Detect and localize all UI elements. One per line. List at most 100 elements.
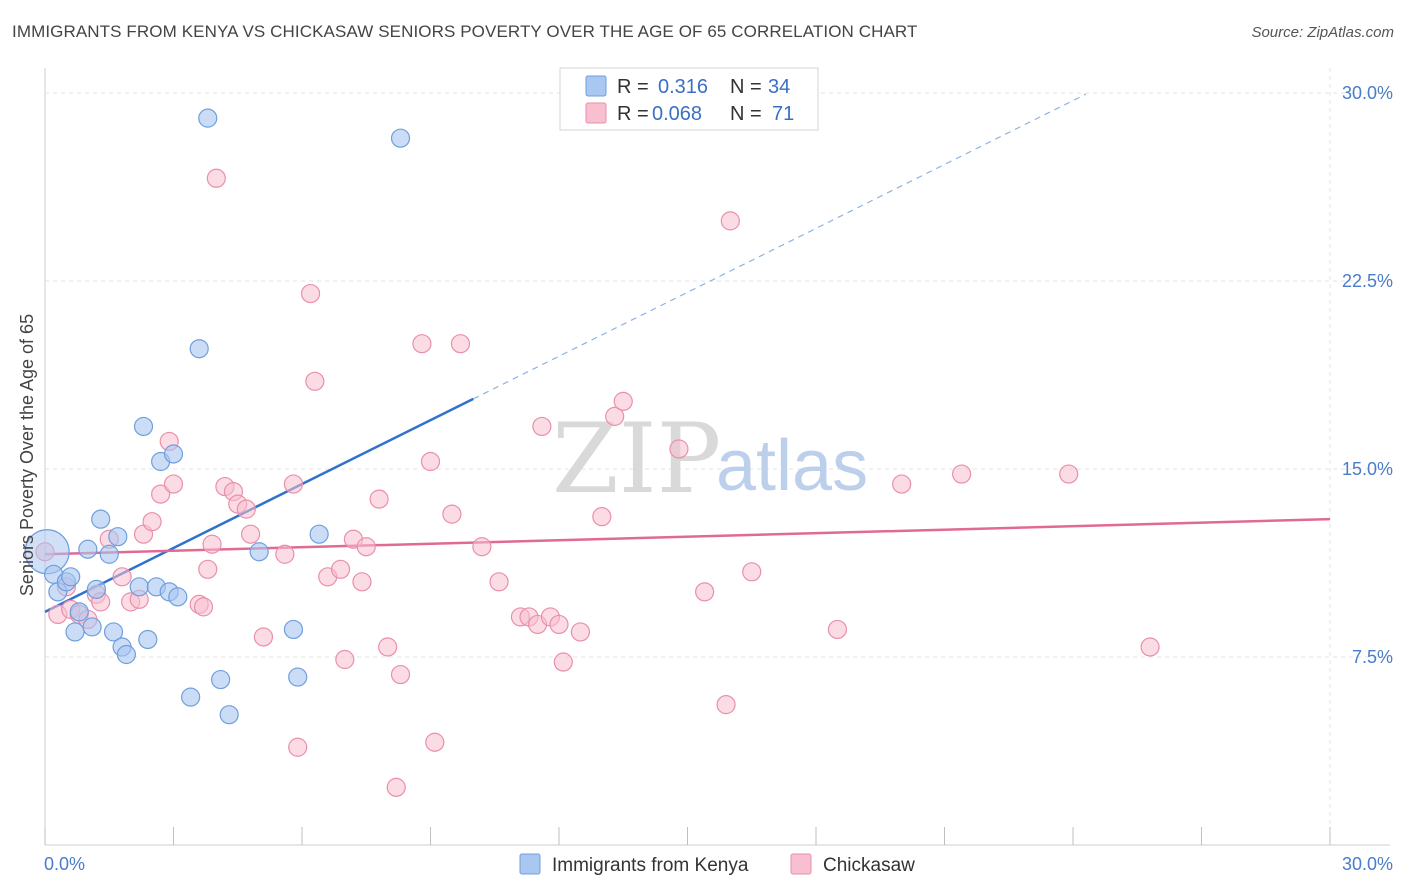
chickasaw-point bbox=[241, 524, 261, 544]
chickasaw-point bbox=[151, 484, 171, 504]
chickasaw-point bbox=[695, 582, 715, 602]
trend-line-chickasaw bbox=[44, 517, 1331, 556]
kenya-point bbox=[133, 416, 154, 437]
kenya-point bbox=[103, 622, 124, 642]
chickasaw-point bbox=[142, 512, 162, 532]
kenya-point bbox=[78, 539, 98, 559]
chickasaw-point bbox=[356, 537, 376, 557]
kenya-point bbox=[138, 629, 158, 650]
bottom-legend-label-kenya: Immigrants from Kenya bbox=[552, 855, 749, 876]
kenya-point bbox=[168, 587, 188, 607]
kenya-point bbox=[65, 622, 85, 642]
trend-line-kenya-extension bbox=[473, 93, 1087, 400]
kenya-point bbox=[108, 527, 128, 547]
x-tick-label: 30.0% bbox=[1342, 854, 1393, 874]
chickasaw-point bbox=[669, 439, 689, 459]
y-tick-label: 30.0% bbox=[1342, 83, 1393, 103]
kenya-point bbox=[211, 669, 231, 690]
chickasaw-point bbox=[253, 627, 274, 647]
legend-box: R = 0.316 N = 34 R = 0.068 N = 71 bbox=[559, 67, 819, 131]
chickasaw-point bbox=[352, 572, 372, 592]
source-credit: Source: ZipAtlas.com bbox=[1251, 24, 1394, 41]
chickasaw-point bbox=[193, 597, 214, 617]
kenya-point bbox=[129, 577, 149, 597]
kenya-point bbox=[198, 108, 218, 128]
chickasaw-point bbox=[472, 537, 492, 557]
chickasaw-point bbox=[300, 283, 321, 304]
kenya-point bbox=[91, 509, 111, 529]
chickasaw-point bbox=[335, 649, 355, 670]
chickasaw-point bbox=[952, 464, 972, 484]
chickasaw-point bbox=[236, 499, 256, 519]
chickasaw-point bbox=[288, 737, 308, 757]
legend-swatch-chickasaw bbox=[585, 102, 607, 124]
chickasaw-point bbox=[275, 544, 295, 564]
kenya-point bbox=[116, 644, 136, 665]
series-kenya-points bbox=[24, 108, 411, 725]
kenya-point bbox=[283, 619, 304, 640]
legend-r-value-chickasaw: 0.068 bbox=[652, 103, 702, 125]
chickasaw-point bbox=[198, 559, 218, 579]
kenya-point bbox=[82, 617, 102, 637]
chart-title: IMMIGRANTS FROM KENYA VS CHICKASAW SENIO… bbox=[12, 22, 918, 41]
chickasaw-point bbox=[1140, 637, 1160, 657]
chickasaw-point bbox=[420, 451, 441, 472]
chickasaw-point bbox=[163, 474, 184, 494]
kenya-point bbox=[309, 524, 329, 544]
kenya-point bbox=[288, 667, 308, 687]
y-tick-label: 22.5% bbox=[1342, 271, 1393, 291]
legend-n-label-chickasaw: N = bbox=[730, 103, 762, 125]
axes bbox=[44, 68, 1390, 846]
chickasaw-point bbox=[412, 334, 432, 354]
gridlines bbox=[45, 68, 1390, 845]
chickasaw-point bbox=[283, 474, 304, 494]
chickasaw-point bbox=[532, 416, 552, 437]
chickasaw-point bbox=[742, 562, 762, 582]
chickasaw-point bbox=[202, 534, 222, 554]
chickasaw-point bbox=[827, 619, 848, 640]
chickasaw-point bbox=[553, 652, 573, 672]
bottom-legend-label-chickasaw: Chickasaw bbox=[823, 855, 915, 876]
chickasaw-point bbox=[442, 504, 462, 524]
kenya-point bbox=[163, 444, 184, 464]
chickasaw-point bbox=[592, 507, 612, 527]
legend-swatch-kenya bbox=[585, 75, 607, 97]
chickasaw-point bbox=[613, 391, 633, 411]
chickasaw-point bbox=[112, 567, 132, 587]
kenya-point bbox=[219, 705, 239, 725]
kenya-point bbox=[390, 128, 411, 148]
legend-n-label-kenya: N = bbox=[730, 76, 762, 98]
bottom-legend-swatch-kenya bbox=[519, 853, 541, 875]
legend-r-value-kenya: 0.316 bbox=[658, 76, 708, 98]
chickasaw-point bbox=[425, 732, 445, 752]
chickasaw-point bbox=[450, 334, 471, 354]
kenya-point bbox=[69, 602, 89, 622]
y-tick-label: 7.5% bbox=[1352, 647, 1393, 667]
kenya-point bbox=[99, 544, 119, 564]
kenya-point bbox=[189, 339, 209, 359]
chickasaw-point bbox=[369, 489, 389, 509]
trend-lines bbox=[44, 93, 1331, 614]
chickasaw-point bbox=[716, 695, 736, 715]
bottom-legend: Immigrants from Kenya Chickasaw bbox=[519, 853, 915, 876]
chickasaw-point bbox=[570, 622, 591, 642]
chickasaw-point bbox=[305, 371, 325, 391]
kenya-point bbox=[61, 567, 81, 587]
series-chickasaw-points bbox=[35, 168, 1160, 797]
watermark-zip: ZIP bbox=[552, 403, 721, 515]
x-tick-label: 0.0% bbox=[44, 854, 85, 874]
chickasaw-point bbox=[720, 211, 740, 231]
watermark-atlas: atlas bbox=[716, 426, 868, 506]
kenya-point bbox=[249, 542, 269, 562]
chickasaw-point bbox=[549, 614, 569, 635]
legend-r-label-chickasaw: R = bbox=[617, 103, 649, 125]
y-tick-label: 15.0% bbox=[1342, 459, 1393, 479]
chickasaw-point bbox=[330, 559, 351, 579]
chickasaw-point bbox=[206, 168, 226, 188]
bottom-legend-swatch-chickasaw bbox=[790, 853, 812, 875]
legend-n-value-chickasaw: 71 bbox=[772, 103, 794, 125]
chickasaw-point bbox=[386, 777, 406, 797]
chickasaw-point bbox=[390, 664, 411, 685]
trend-line-kenya bbox=[44, 397, 474, 614]
